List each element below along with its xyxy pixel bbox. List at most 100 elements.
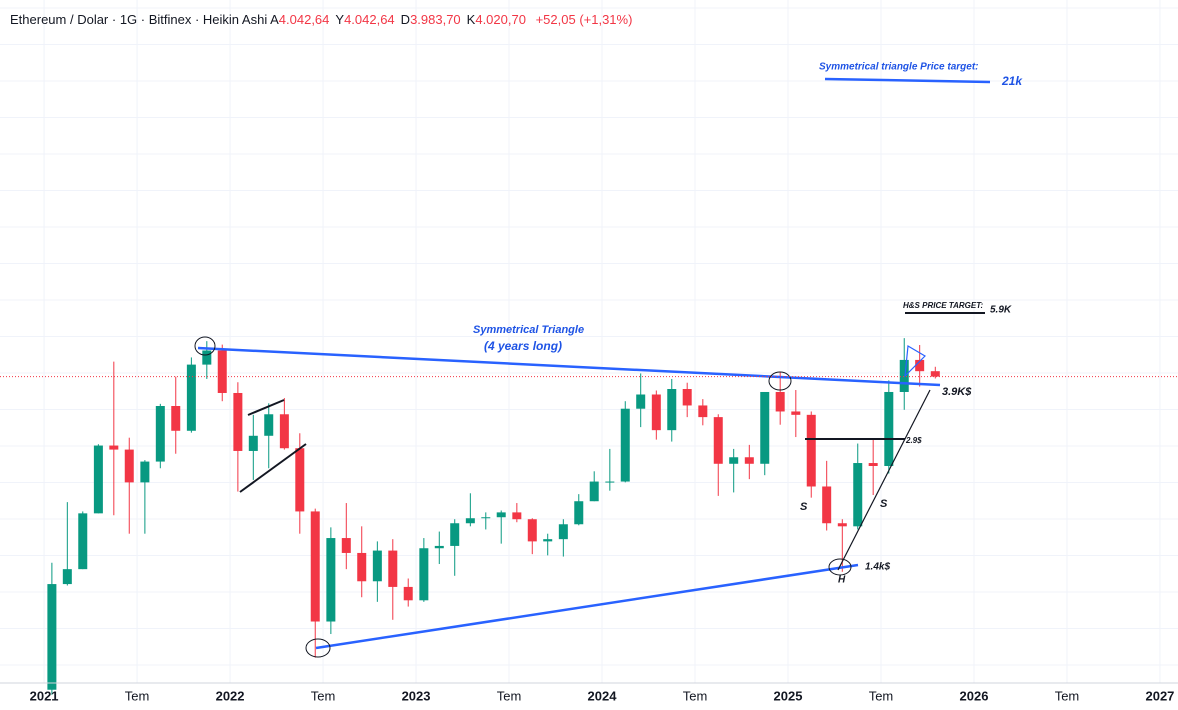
- ohlc-label: K: [466, 12, 476, 27]
- x-tick-label: Tem: [125, 688, 150, 703]
- candle-body: [698, 405, 708, 418]
- ohlc-value: 3.983,70: [410, 12, 461, 27]
- candle-body: [279, 414, 289, 449]
- candle-body: [512, 512, 522, 520]
- candle-body: [140, 461, 150, 483]
- annotation: (4 years long): [484, 339, 562, 353]
- candle-body: [868, 463, 878, 466]
- x-tick-label: 2021: [30, 688, 59, 703]
- circle: [194, 336, 216, 356]
- annotation: S: [800, 501, 808, 513]
- candle-body: [682, 389, 692, 406]
- candle-body: [713, 417, 723, 464]
- annotation: 21k: [1001, 74, 1023, 88]
- candle-body: [899, 359, 909, 392]
- candle-body: [155, 405, 165, 462]
- candle-body: [481, 517, 491, 519]
- candle-body: [295, 448, 305, 512]
- ohlc-value: 4.020,70: [475, 12, 526, 27]
- candle-body: [760, 391, 770, 464]
- candle-body: [465, 518, 475, 524]
- circle: [828, 558, 852, 576]
- candle-body: [310, 511, 320, 622]
- annotation: H: [838, 575, 846, 586]
- candle-body: [78, 513, 88, 570]
- candle-body: [589, 481, 599, 502]
- x-tick-label: 2025: [774, 688, 803, 703]
- candle-body: [326, 538, 336, 622]
- annotation: S: [880, 498, 888, 510]
- candle-body: [651, 394, 661, 431]
- x-tick-label: 2023: [402, 688, 431, 703]
- candle-body: [264, 414, 274, 436]
- annotation: 1.4k$: [865, 562, 890, 573]
- candle-body: [217, 350, 227, 393]
- x-tick-label: Tem: [497, 688, 522, 703]
- ohlc-label: Y: [335, 12, 345, 27]
- candle-body: [388, 550, 398, 587]
- drawings: [194, 77, 991, 658]
- target-line: [824, 77, 991, 84]
- annotation: 3.9K$: [942, 386, 972, 398]
- symbol: Ethereum / Dolar · 1G · Bitfinex · Heiki…: [10, 12, 268, 27]
- x-tick-label: Tem: [1055, 688, 1080, 703]
- candle-body: [248, 435, 258, 451]
- x-tick-label: 2027: [1145, 688, 1174, 703]
- flag-line: [247, 399, 285, 416]
- candle-body: [341, 538, 351, 553]
- candle-body: [744, 457, 754, 464]
- candle-body: [667, 389, 677, 431]
- candle-body: [450, 523, 460, 546]
- annotation: Symmetrical triangle Price target:: [819, 62, 979, 73]
- candle-body: [171, 405, 181, 431]
- ohlc-value: 4.042,64: [278, 12, 330, 27]
- candle-body: [124, 449, 134, 483]
- x-tick-label: 2024: [588, 688, 618, 703]
- candle-body: [729, 457, 739, 464]
- candle-body: [372, 550, 382, 582]
- candle-body: [403, 586, 413, 601]
- candle-body: [202, 350, 212, 365]
- trendline: [837, 389, 931, 571]
- candle-body: [806, 414, 816, 487]
- x-tick-label: 2026: [960, 688, 989, 703]
- ohlc-value: 4.042,64: [344, 12, 395, 27]
- candle-body: [93, 445, 103, 514]
- candle-body: [558, 524, 568, 540]
- candle-body: [109, 445, 119, 450]
- candle-body: [620, 408, 630, 482]
- annotation: 2.9$: [905, 436, 922, 445]
- candle-body: [636, 394, 646, 409]
- ohlc-label: D: [400, 12, 411, 27]
- annotation: Symmetrical Triangle: [473, 324, 584, 336]
- flag-line: [239, 443, 307, 493]
- candle-body: [357, 552, 367, 582]
- circle: [305, 638, 331, 658]
- candle-body: [527, 519, 537, 542]
- candle-body: [930, 371, 940, 377]
- candle-body: [574, 501, 584, 525]
- annotation: H&S PRICE TARGET:: [903, 301, 983, 310]
- candle-body: [419, 548, 429, 601]
- candle-body: [837, 523, 847, 527]
- trendline: [197, 346, 941, 387]
- annotation: 5.9K: [990, 305, 1012, 316]
- candle-body: [434, 545, 444, 549]
- x-tick-label: Tem: [311, 688, 336, 703]
- candle-body: [915, 359, 925, 372]
- change: +52,05 (+1,31%): [535, 12, 633, 27]
- x-tick-label: Tem: [869, 688, 894, 703]
- candle-body: [822, 486, 832, 524]
- circle: [768, 371, 792, 391]
- candle-body: [605, 481, 615, 483]
- trendline: [315, 563, 859, 650]
- candle-body: [853, 463, 863, 527]
- candle-body: [884, 391, 894, 466]
- candle-body: [186, 364, 196, 431]
- ohlc-label: A: [270, 12, 279, 27]
- x-tick-label: 2022: [216, 688, 245, 703]
- candle-body: [62, 569, 72, 585]
- candle-body: [543, 539, 553, 542]
- x-tick-label: Tem: [683, 688, 708, 703]
